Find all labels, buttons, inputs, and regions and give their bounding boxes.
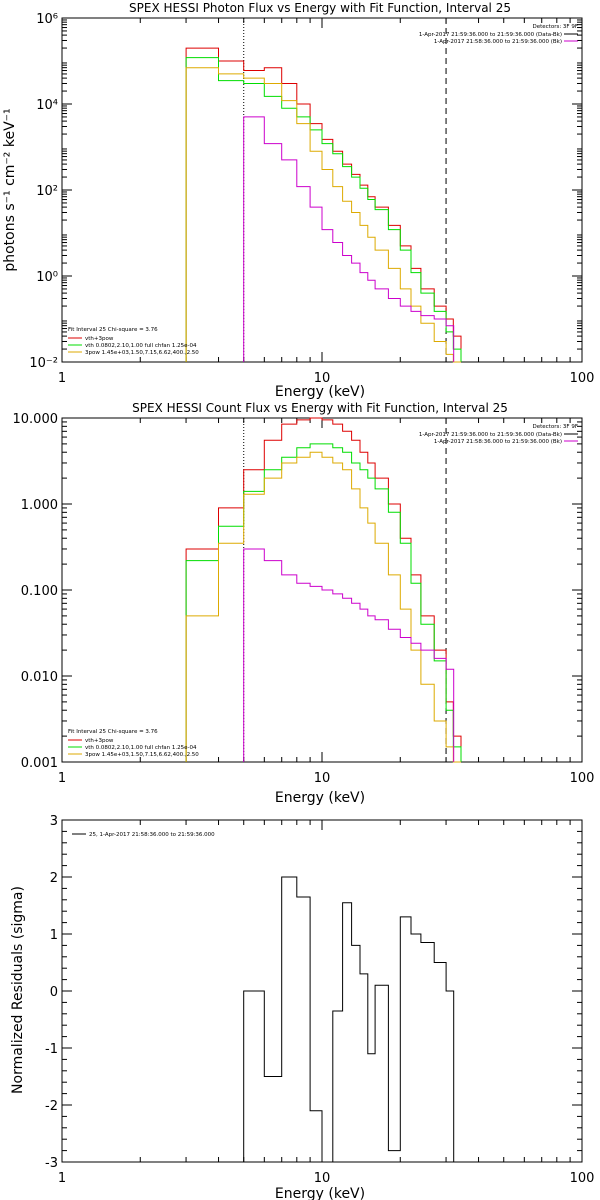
count-flux-panel: SPEX HESSI Count Flux vs Energy with Fit… [13,401,595,806]
legend-bottom: Fit Interval 25 Chi-square = 3.76 vth+3p… [68,729,199,758]
series-line [185,57,462,362]
photon-flux-panel: SPEX HESSI Photon Flux vs Energy with Fi… [2,1,594,400]
y-tick-label: 3 [50,814,58,829]
y-tick-label: 1 [50,928,58,943]
chart-title: SPEX HESSI Count Flux vs Energy with Fit… [132,401,508,415]
chart-title: SPEX HESSI Photon Flux vs Energy with Fi… [129,1,511,15]
y-tick-label: 10⁶ [36,12,58,27]
y-tick-label: 10.000 [13,412,59,427]
legend-label: 25, 1-Apr-2017 21:58:36.000 to 21:59:36.… [89,832,215,838]
series-line [243,116,455,362]
y-tick-label: -3 [45,1156,58,1171]
legend-label: 1-Apr-2017 21:58:36.000 to 21:59:36.000 … [434,439,562,445]
y-tick-label: 0.010 [21,670,58,685]
series-line [185,451,461,763]
legend-top: Detectors: 3F 9F 1-Apr-2017 21:59:36.000… [419,24,578,45]
residuals-panel: 1 10 100 -3 -2 -1 0 1 2 3 Energy (keV) Normalize… [10,814,594,1200]
x-tick-label: 10 [314,1171,331,1186]
y-tick-label: -2 [45,1099,58,1114]
x-tick-label: 10 [314,371,331,386]
y-tick-label: -1 [45,1042,58,1057]
x-tick-label: 1 [58,771,66,786]
x-axis-label: Energy (keV) [275,790,365,806]
x-tick-label: 1 [58,1171,66,1186]
y-axis-label: Normalized Residuals (sigma) [10,886,26,1094]
legend-bottom: Fit Interval 25 Chi-square = 3.76 vth+3p… [68,327,199,356]
legend: 25, 1-Apr-2017 21:58:36.000 to 21:59:36.… [72,832,215,838]
y-tick-label: 0.100 [21,584,58,599]
x-tick-label: 100 [570,771,595,786]
x-axis-label: Energy (keV) [275,384,365,400]
y-tick-label: 10² [36,184,58,199]
y-tick-label: 0.001 [21,756,58,771]
legend-label: vth 0.0802,2.10,1.00 full chfan 1.25e-04 [85,343,197,349]
series-line [243,548,455,762]
legend-header: Fit Interval 25 Chi-square = 3.76 [68,729,158,735]
y-axis-label: photons s⁻¹ cm⁻² keV⁻¹ [2,108,18,271]
legend-label: 1-Apr-2017 21:59:36.000 to 21:59:36.000 … [419,432,562,438]
series-line [243,876,455,1163]
x-tick-label: 100 [570,1171,595,1186]
legend-label: 3pow 1.45e+03,1.50,7.15,6.62,400.,2.50 [85,350,199,356]
legend-label: 1-Apr-2017 21:59:36.000 to 21:59:36.000 … [419,32,562,38]
x-tick-label: 10 [314,771,331,786]
legend-label: 1-Apr-2017 21:58:36.000 to 21:59:36.000 … [434,39,562,45]
legend-label: vth 0.0802,2.10,1.00 full chfan 1.25e-04 [85,745,197,751]
y-tick-label: 10⁻² [29,356,58,371]
series-line [185,417,462,762]
series-line [185,443,462,762]
y-tick-label: 10⁴ [36,98,58,113]
legend-header: Detectors: 3F 9F [532,424,578,430]
series-line [185,67,461,363]
legend-label: vth+3pow [85,738,114,744]
legend-label: vth+3pow [85,336,114,342]
legend-header: Fit Interval 25 Chi-square = 3.76 [68,327,158,333]
legend-label: 3pow 1.45e+03,1.50,7.15,6.62,400.,2.50 [85,752,199,758]
y-tick-label: 1.000 [21,498,58,513]
y-tick-label: 10⁰ [36,270,58,285]
legend-top: Detectors: 3F 9F 1-Apr-2017 21:59:36.000… [419,424,578,445]
y-tick-label: 0 [50,985,58,1000]
x-tick-label: 1 [58,371,66,386]
x-tick-label: 100 [570,371,595,386]
series-line [185,47,462,362]
legend-header: Detectors: 3F 9F [532,24,578,30]
x-axis-label: Energy (keV) [275,1186,365,1200]
y-tick-label: 2 [50,871,58,886]
